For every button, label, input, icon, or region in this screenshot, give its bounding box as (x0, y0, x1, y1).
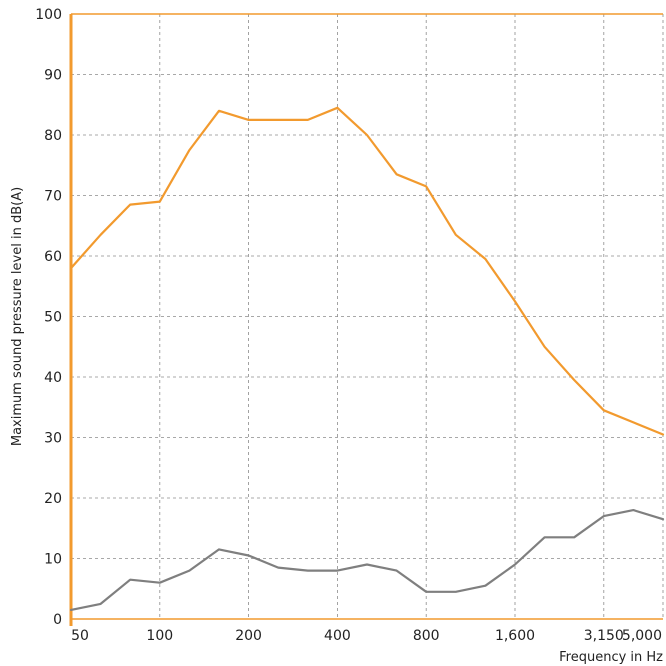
y-tick-label: 60 (44, 249, 62, 265)
y-tick-labels: 0 10 20 30 40 50 60 70 80 90 100 (35, 7, 62, 628)
x-tick-label: 5,000 (622, 628, 662, 644)
y-tick-label: 90 (44, 68, 62, 84)
y-tick-label: 80 (44, 128, 62, 144)
series-group (69, 106, 665, 612)
y-tick-label: 50 (44, 310, 62, 326)
y-tick-label: 0 (53, 612, 62, 628)
series-line-gray (69, 509, 665, 612)
x-tick-label: 200 (235, 628, 262, 644)
y-tick-label: 70 (44, 189, 62, 205)
x-axis-title: Frequency in Hz (559, 650, 663, 665)
axes (69, 13, 663, 626)
x-tick-label: 1,600 (495, 628, 535, 644)
x-tick-label: 100 (146, 628, 173, 644)
y-tick-label: 40 (44, 370, 62, 386)
series-line-orange (69, 106, 665, 436)
grid (71, 14, 664, 619)
y-tick-label: 100 (35, 7, 62, 23)
x-tick-label: 50 (71, 628, 89, 644)
x-tick-label: 800 (413, 628, 440, 644)
y-tick-label: 30 (44, 431, 62, 447)
y-axis-title: Maximum sound pressure level in dB(A) (10, 187, 25, 446)
y-tick-label: 10 (44, 552, 62, 568)
y-tick-label: 20 (44, 491, 62, 507)
x-tick-label: 3,150 (584, 628, 624, 644)
x-tick-label: 400 (324, 628, 351, 644)
